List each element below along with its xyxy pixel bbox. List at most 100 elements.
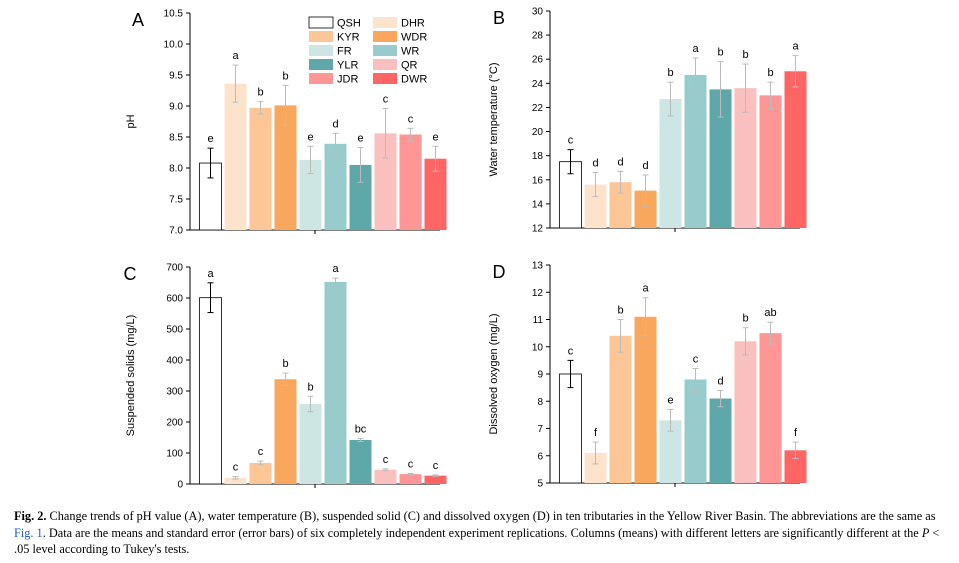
legend-swatch-qr — [373, 59, 397, 70]
significance-letter: f — [594, 427, 598, 439]
y-tick-label: 16 — [532, 175, 544, 186]
bar-qsh — [559, 373, 582, 484]
bar-dhr — [224, 477, 247, 484]
y-tick-label: 10.5 — [164, 9, 184, 20]
significance-letter: d — [617, 156, 623, 168]
y-tick-label: 20 — [532, 127, 544, 138]
significance-letter: ab — [764, 307, 776, 319]
bar-jdr — [374, 469, 397, 484]
y-tick-label: 24 — [532, 79, 544, 90]
legend-label-dwr: DWR — [401, 74, 427, 86]
significance-letter: c — [568, 345, 574, 357]
caption-figure-link[interactable]: Fig. 1 — [14, 525, 43, 540]
caption-label: Fig. 2. — [14, 509, 47, 523]
y-tick-label: 9 — [537, 370, 543, 381]
significance-letter: a — [792, 41, 799, 53]
significance-letter: e — [432, 131, 438, 143]
y-tick-label: 8.5 — [169, 133, 183, 144]
y-tick-label: 200 — [166, 418, 183, 429]
significance-letter: b — [742, 313, 748, 325]
significance-letter: d — [642, 160, 648, 172]
bar-dwr — [424, 158, 447, 230]
y-tick-label: 9.0 — [169, 102, 183, 113]
significance-letter: c — [568, 135, 574, 147]
y-tick-label: 28 — [532, 31, 544, 42]
legend-label-dhr: DHR — [401, 18, 425, 30]
bar-qr — [759, 95, 782, 228]
legend-swatch-wr — [373, 45, 397, 56]
significance-letter: bc — [355, 423, 367, 435]
significance-letter: b — [742, 49, 748, 61]
significance-letter: a — [642, 283, 649, 295]
significance-letter: c — [408, 113, 414, 125]
bar-wr — [324, 281, 347, 484]
bar-dwr — [784, 71, 807, 229]
bar-wdr — [634, 190, 657, 228]
legend-label-jdr: JDR — [337, 74, 358, 86]
y-tick-label: 0 — [177, 480, 183, 491]
bar-fr — [659, 99, 682, 228]
bar-jdr — [734, 341, 757, 483]
bar-wr — [684, 379, 707, 483]
bar-ylr — [709, 89, 732, 228]
panel-letter: D — [493, 262, 506, 282]
y-tick-label: 11 — [533, 315, 544, 326]
bar-kyr — [249, 462, 272, 484]
y-tick-label: 18 — [532, 151, 544, 162]
y-tick-label: 700 — [166, 263, 183, 274]
significance-letter: b — [767, 67, 773, 79]
legend-swatch-qsh — [308, 16, 334, 29]
bar-dhr — [584, 184, 607, 228]
y-tick-label: 7 — [537, 424, 543, 435]
legend-swatch-fr — [309, 45, 333, 56]
y-axis-label: Dissolved oxygen (mg/L) — [488, 313, 500, 434]
bar-jdr — [374, 133, 397, 230]
y-tick-label: 600 — [166, 294, 183, 305]
bar-wr — [684, 74, 707, 229]
significance-letter: b — [257, 87, 263, 99]
panel-letter: A — [132, 10, 144, 30]
caption-p-symbol: P — [921, 525, 930, 540]
caption-text-1: Change trends of pH value (A), water tem… — [46, 509, 936, 523]
bar-jdr — [734, 88, 757, 229]
significance-letter: d — [717, 375, 723, 387]
bar-dwr — [784, 450, 807, 483]
y-tick-label: 13 — [532, 261, 544, 272]
panel-b: B 12 14 16 18 20 22 24 26 28 30 Water temperature (… — [488, 7, 807, 235]
bar-qr — [759, 333, 782, 483]
y-tick-label: 7.5 — [169, 195, 183, 206]
y-axis-label: pH — [125, 114, 137, 128]
significance-letter: b — [307, 381, 313, 393]
y-tick-label: 5 — [537, 479, 543, 490]
legend-swatch-jdr — [309, 73, 333, 84]
bar-wdr — [274, 379, 297, 484]
y-tick-label: 400 — [166, 356, 183, 367]
bar-qr — [399, 474, 422, 484]
bar-fr — [299, 404, 322, 484]
bar-fr — [659, 420, 682, 483]
significance-letter: a — [692, 43, 699, 55]
y-tick-label: 500 — [166, 325, 183, 336]
bar-dwr — [424, 475, 447, 484]
bar-qr — [399, 134, 422, 230]
bar-kyr — [609, 335, 632, 483]
significance-letter: a — [207, 268, 214, 280]
y-tick-label: 12 — [532, 224, 544, 235]
legend-label-qsh: QSH — [337, 18, 361, 30]
significance-letter: c — [258, 446, 264, 458]
significance-letter: b — [282, 71, 288, 83]
significance-letter: b — [667, 67, 673, 79]
caption-text-3: < .05 level according to Tukey's tests. — [14, 525, 940, 557]
significance-letter: b — [617, 305, 623, 317]
figure-caption: Fig. 2. Change trends of pH value (A), w… — [14, 508, 950, 558]
y-tick-label: 30 — [532, 7, 544, 18]
legend-label-wr: WR — [401, 46, 419, 58]
y-tick-label: 100 — [166, 449, 183, 460]
significance-letter: c — [383, 93, 389, 105]
panel-a: A 7.0 7.5 8.0 8.5 9.0 9.5 10.0 10.5 pH e a b b e d e c c e Q… — [125, 9, 447, 237]
y-tick-label: 10.0 — [164, 40, 184, 51]
bar-wr — [324, 143, 347, 230]
legend-label-kyr: KYR — [337, 32, 360, 44]
figure-panels: A7.07.58.08.59.09.510.010.5pHeabbedecceQ… — [124, 7, 807, 491]
legend-swatch-wdr — [373, 31, 397, 42]
